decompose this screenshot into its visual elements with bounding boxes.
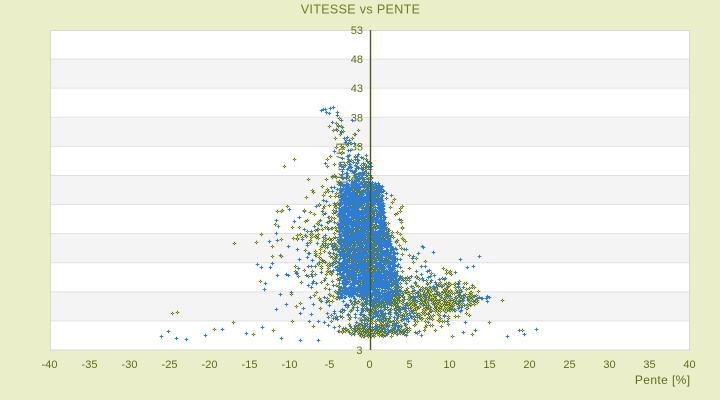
svg-text:0: 0 xyxy=(366,359,372,371)
svg-text:-20: -20 xyxy=(202,359,218,371)
svg-text:40: 40 xyxy=(683,359,695,371)
svg-text:-10: -10 xyxy=(282,359,298,371)
svg-text:20: 20 xyxy=(523,359,535,371)
svg-text:38: 38 xyxy=(351,112,363,124)
svg-text:33: 33 xyxy=(351,141,363,153)
svg-text:48: 48 xyxy=(351,54,363,66)
svg-text:-35: -35 xyxy=(82,359,98,371)
svg-text:35: 35 xyxy=(643,359,655,371)
svg-text:-15: -15 xyxy=(242,359,258,371)
svg-text:25: 25 xyxy=(563,359,575,371)
svg-text:10: 10 xyxy=(443,359,455,371)
svg-text:15: 15 xyxy=(483,359,495,371)
svg-text:-40: -40 xyxy=(42,359,58,371)
svg-text:30: 30 xyxy=(603,359,615,371)
svg-text:-25: -25 xyxy=(162,359,178,371)
svg-text:43: 43 xyxy=(351,83,363,95)
svg-text:3: 3 xyxy=(357,316,363,328)
svg-text:5: 5 xyxy=(406,359,412,371)
svg-text:53: 53 xyxy=(351,25,363,37)
svg-text:VITESSE vs PENTE: VITESSE vs PENTE xyxy=(301,3,421,17)
svg-text:-5: -5 xyxy=(325,359,335,371)
svg-text:3: 3 xyxy=(356,345,362,357)
svg-text:-30: -30 xyxy=(122,359,138,371)
svg-text:Pente [%]: Pente [%] xyxy=(635,373,691,387)
